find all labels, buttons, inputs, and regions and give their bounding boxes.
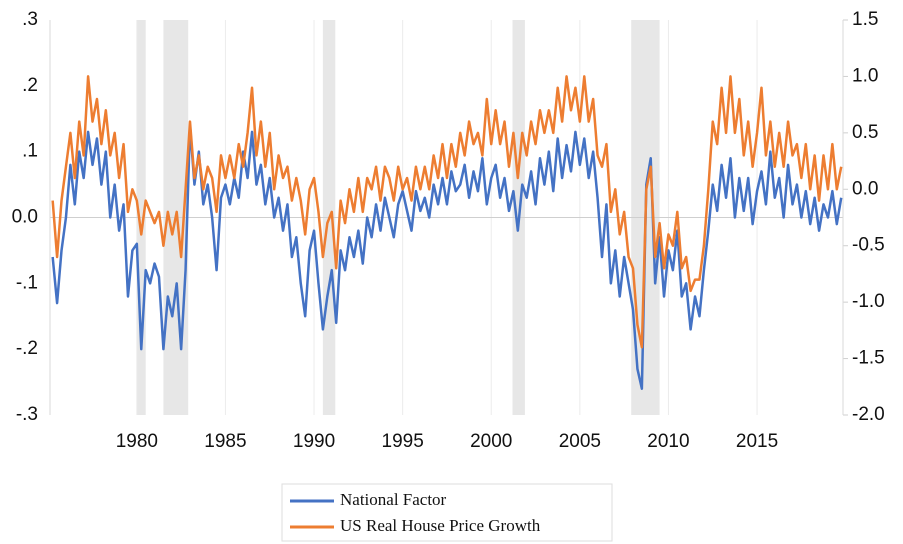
y2-tick-label: -2.0 — [852, 404, 885, 425]
y-tick-label: 0.0 — [12, 207, 38, 228]
legend-box — [281, 483, 613, 542]
y-tick-label: -.2 — [16, 338, 38, 359]
x-tick-label: 2000 — [470, 431, 512, 452]
y2-tick-label: 1.0 — [852, 65, 878, 86]
y-tick-label: .1 — [22, 141, 38, 162]
y-tick-label: -.1 — [16, 272, 38, 293]
y-tick-label: .3 — [22, 9, 38, 30]
x-tick-label: 2010 — [647, 431, 689, 452]
y2-tick-label: 0.5 — [852, 122, 878, 143]
labels-layer: 1980 1985 1990 1995 2000 2005 2010 2015 .3 .2 .1 0.… — [12, 9, 885, 452]
x-tick-label: 2005 — [559, 431, 601, 452]
x-tick-label: 1990 — [293, 431, 335, 452]
legend-label: US Real House Price Growth — [340, 516, 541, 535]
series-line — [51, 124, 843, 390]
y2-tick-label: 1.5 — [852, 9, 878, 30]
grid-layer — [49, 19, 848, 416]
x-tick-label: 1995 — [382, 431, 424, 452]
y2-tick-label: -1.0 — [852, 291, 885, 312]
x-tick-label: 2015 — [736, 431, 778, 452]
y-tick-label: .2 — [22, 75, 38, 96]
y2-tick-label: -1.5 — [852, 348, 885, 369]
y2-tick-label: -0.5 — [852, 235, 885, 256]
x-tick-label: 1980 — [116, 431, 158, 452]
legend: National Factor US Real House Price Growt… — [281, 483, 613, 542]
legend-label: National Factor — [340, 490, 447, 509]
y-tick-label: -.3 — [16, 404, 38, 425]
x-tick-label: 1985 — [204, 431, 246, 452]
lines-layer — [51, 75, 843, 390]
series-line — [51, 75, 843, 349]
y2-tick-label: 0.0 — [852, 178, 878, 199]
